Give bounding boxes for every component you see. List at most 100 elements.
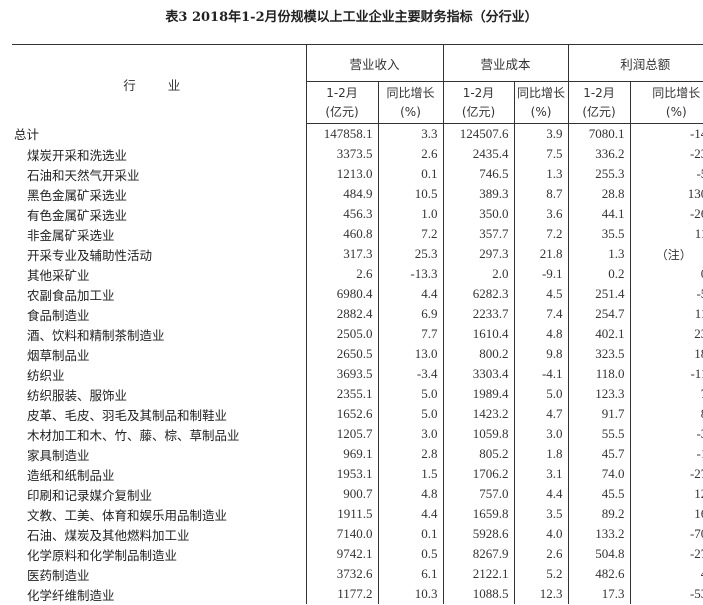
value-cell: 482.6	[567, 564, 631, 584]
growth-cell: 7.2	[513, 224, 569, 244]
industry-name: 开采专业及辅助性活动	[27, 247, 153, 263]
header-text: (亿元)	[325, 104, 359, 119]
growth-cell: 4.5	[513, 284, 569, 304]
header-profit: 利润总额	[567, 44, 703, 82]
growth-cell: 5.0	[377, 404, 444, 424]
header-value-1-2-month: 1-2月 (亿元)	[567, 81, 631, 124]
value-cell: 45.7	[567, 444, 631, 464]
value-cell: 757.0	[442, 484, 515, 504]
value-cell: 1423.2	[442, 404, 515, 424]
value-cell: 2505.0	[305, 324, 378, 344]
growth-cell: 4.2	[629, 564, 703, 584]
header-revenue: 营业收入	[305, 44, 444, 82]
value-cell: 255.3	[567, 164, 631, 184]
growth-cell: 25.3	[377, 244, 444, 264]
value-cell: 2882.4	[305, 304, 378, 324]
growth-cell: 10.5	[377, 184, 444, 204]
growth-cell: 130.4	[629, 184, 703, 204]
industry-name: 有色金属矿采选业	[27, 207, 128, 223]
table-row: 文教、工美、体育和娱乐用品制造业 1911.54.41659.83.589.216…	[12, 504, 703, 524]
growth-cell: 21.8	[513, 244, 569, 264]
growth-cell: -3.6	[629, 424, 703, 444]
industry-name: 酒、饮料和精制茶制造业	[27, 327, 165, 343]
value-cell: 5928.6	[442, 524, 515, 544]
growth-cell: 12.6	[629, 484, 703, 504]
value-cell: 1.3	[567, 244, 631, 264]
header-text: (%)	[665, 104, 687, 119]
growth-cell: -13.3	[377, 264, 444, 284]
value-cell: 1205.7	[305, 424, 378, 444]
value-cell: 6980.4	[305, 284, 378, 304]
industry-name: 石油、煤炭及其他燃料加工业	[27, 527, 190, 543]
value-cell: 251.4	[567, 284, 631, 304]
header-industry: 行 业	[12, 44, 306, 124]
header-text: (%)	[530, 104, 552, 119]
industry-name: 皮革、毛皮、羽毛及其制品和制鞋业	[27, 407, 228, 423]
growth-cell: 5.0	[513, 384, 569, 404]
value-cell: 45.5	[567, 484, 631, 504]
value-cell: 297.3	[442, 244, 515, 264]
growth-cell: 9.8	[513, 344, 569, 364]
header-text: 1-2月	[462, 85, 495, 100]
growth-cell: 1.3	[513, 164, 569, 184]
value-cell: 336.2	[567, 144, 631, 164]
value-cell: 55.5	[567, 424, 631, 444]
industry-name: 化学原料和化学制品制造业	[27, 547, 178, 563]
value-cell: 2122.1	[442, 564, 515, 584]
table-row: 开采专业及辅助性活动 317.3 25.3 297.3 21.8 1.3 （注）	[12, 244, 703, 264]
value-cell: 124507.6	[442, 123, 515, 144]
value-cell: 1989.4	[442, 384, 515, 404]
growth-cell: -53.1	[629, 584, 703, 604]
growth-cell: -14.0	[629, 123, 703, 144]
value-cell: 1059.8	[442, 424, 515, 444]
header-text: (%)	[400, 104, 421, 119]
growth-cell: 7.5	[513, 144, 569, 164]
header-yoy-growth: 同比增长 (%)	[629, 81, 703, 124]
growth-cell: -27.2	[629, 544, 703, 564]
value-cell: 8267.9	[442, 544, 515, 564]
header-value-1-2-month: 1-2月 (亿元)	[305, 81, 378, 124]
industry-name: 纺织业	[27, 367, 65, 383]
header-text: 同比增长	[652, 85, 701, 100]
industry-name: 造纸和纸制品业	[27, 467, 115, 483]
value-cell: 746.5	[442, 164, 515, 184]
growth-cell: 11.6	[629, 224, 703, 244]
industry-name: 总计	[14, 127, 40, 143]
value-cell: 2355.1	[305, 384, 378, 404]
growth-cell: 1.0	[377, 204, 444, 224]
value-cell: 133.2	[567, 524, 631, 544]
growth-cell: 16.0	[629, 504, 703, 524]
industry-name: 纺织服装、服饰业	[27, 387, 128, 403]
growth-cell: 6.1	[377, 564, 444, 584]
growth-cell: 3.6	[513, 204, 569, 224]
growth-cell: -70.4	[629, 524, 703, 544]
value-cell: 0.2	[567, 264, 631, 284]
header-text: 同比增长	[517, 85, 566, 100]
header-text: 1-2月	[583, 85, 615, 100]
value-cell: 2.6	[305, 264, 378, 284]
value-cell: 484.9	[305, 184, 378, 204]
growth-cell: -3.4	[377, 364, 444, 384]
industry-name: 非金属矿采选业	[27, 227, 115, 243]
value-cell: 44.1	[567, 204, 631, 224]
value-cell: 1706.2	[442, 464, 515, 484]
table-row: 皮革、毛皮、羽毛及其制品和制鞋业 1652.65.01423.24.791.78.…	[12, 404, 703, 424]
value-cell: 969.1	[305, 444, 378, 464]
value-cell: 504.8	[567, 544, 631, 564]
value-cell: 3693.5	[305, 364, 378, 384]
industry-name: 煤炭开采和洗选业	[27, 147, 128, 163]
growth-cell: 2.8	[377, 444, 444, 464]
growth-cell: 8.9	[629, 404, 703, 424]
growth-cell: 3.3	[377, 123, 444, 144]
value-cell: 74.0	[567, 464, 631, 484]
